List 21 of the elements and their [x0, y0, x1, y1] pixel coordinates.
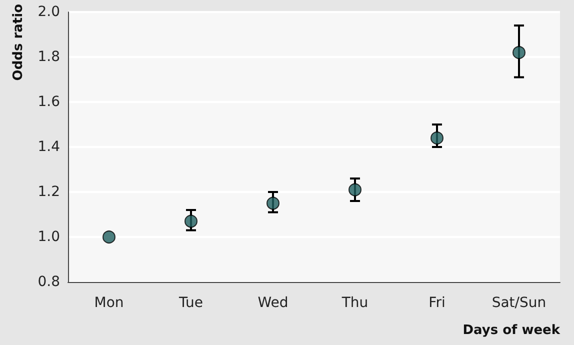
y-tick-label: 0.8 [38, 274, 60, 290]
y-axis-title: Odds ratio [11, 4, 26, 81]
x-tick-label: Wed [258, 295, 288, 311]
point [102, 230, 116, 244]
x-tick-label: Thu [340, 295, 368, 311]
point [348, 183, 362, 196]
y-tick-label: 2.0 [38, 4, 60, 20]
x-tick-label: Sat/Sun [492, 295, 546, 311]
point [430, 132, 444, 144]
point [184, 214, 198, 228]
point [512, 46, 526, 59]
y-tick-label: 1.0 [38, 229, 60, 245]
y-tick-label: 1.4 [38, 139, 60, 155]
x-axis-title: Days of week [462, 323, 560, 338]
point [266, 196, 280, 210]
x-tick-label: Mon [94, 295, 124, 311]
y-tick-label: 1.8 [38, 49, 60, 65]
x-tick-label: Tue [178, 295, 203, 311]
y-tick-label: 1.6 [38, 94, 60, 110]
x-tick-label: Fri [428, 295, 446, 311]
y-tick-label: 1.2 [38, 184, 60, 200]
